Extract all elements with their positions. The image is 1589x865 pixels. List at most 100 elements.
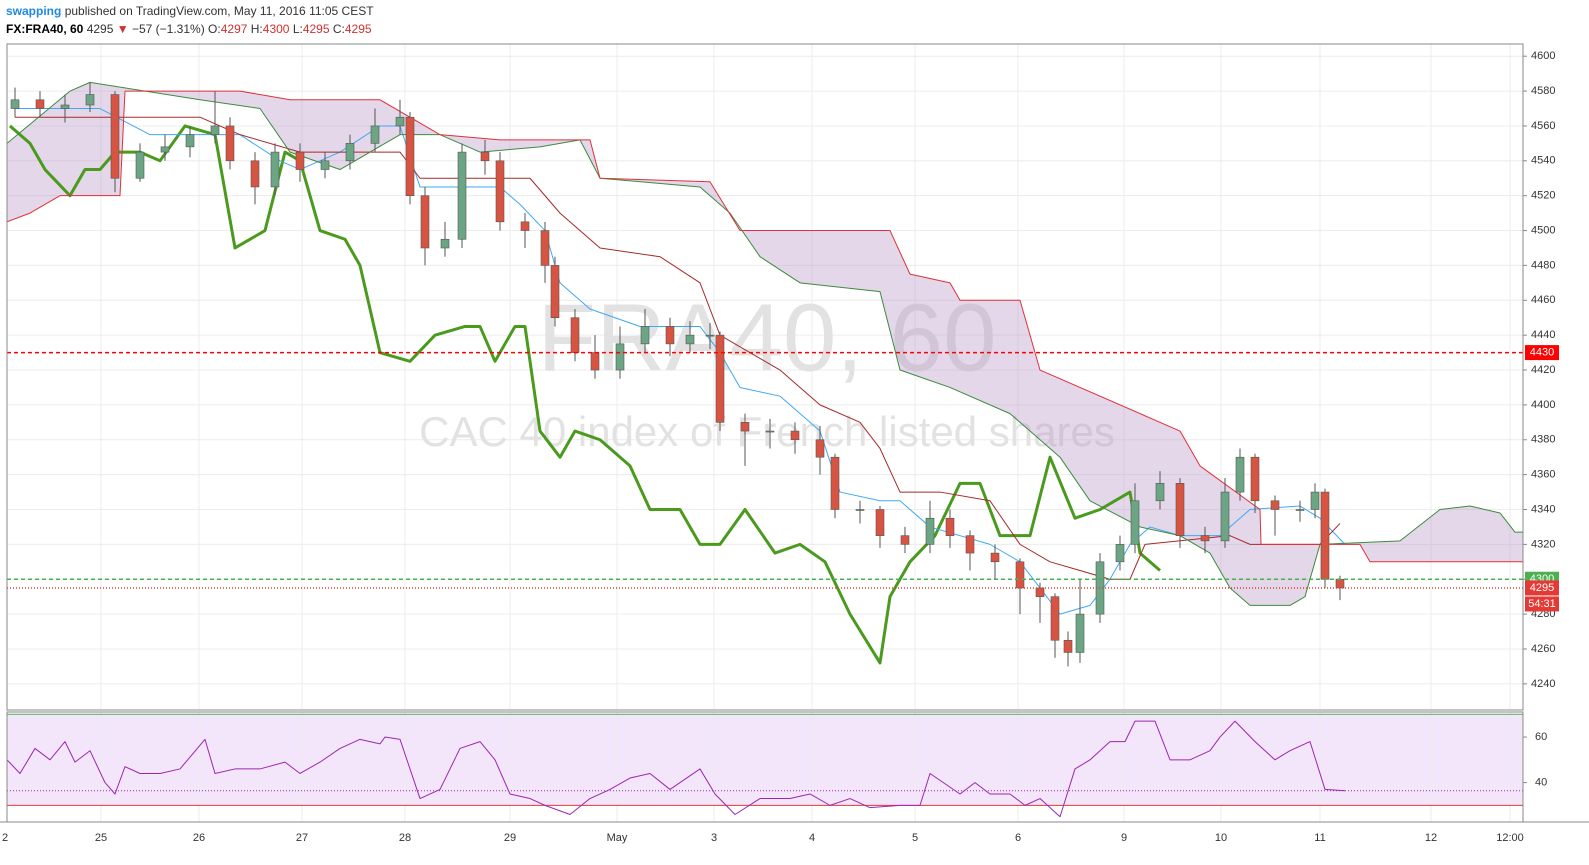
candle-body	[900, 535, 910, 545]
rsi-tick-label: 60	[1535, 731, 1547, 743]
user[interactable]: swapping	[6, 4, 62, 18]
x-tick-label: 28	[399, 832, 411, 844]
y-tick-label: 4440	[1531, 329, 1555, 341]
x-tick-label: 4	[809, 832, 815, 844]
candle-body	[185, 134, 195, 148]
low-label: L:	[292, 22, 303, 36]
candle-body	[965, 535, 975, 554]
candle-body	[590, 352, 600, 371]
x-tick-label: 29	[504, 832, 516, 844]
x-tick-label: 26	[193, 832, 205, 844]
countdown-box	[1525, 596, 1559, 612]
level-label: 4430	[1530, 346, 1554, 358]
candle-body	[540, 230, 550, 266]
candle-body	[990, 552, 1000, 563]
rsi-band-fill	[7, 714, 1523, 806]
y-tick-label: 4400	[1531, 399, 1555, 411]
candle-body	[875, 509, 885, 536]
x-tick-label: 9	[1121, 832, 1127, 844]
x-tick-label: 25	[95, 832, 107, 844]
candle-body	[85, 94, 95, 106]
candle-body	[60, 104, 70, 109]
y-tick-label: 4600	[1531, 50, 1555, 62]
y-tick-label: 4500	[1531, 224, 1555, 236]
candle-body	[440, 238, 450, 249]
candle-body	[830, 456, 840, 510]
candle-body	[1015, 561, 1025, 589]
candle-body	[1200, 535, 1210, 542]
indicator-line	[9, 124, 1161, 665]
candle-body	[1320, 491, 1330, 580]
candle-body	[395, 116, 405, 127]
candle-body	[615, 343, 625, 371]
candle-body	[665, 326, 675, 345]
candle-body	[210, 125, 220, 135]
x-tick-label: 12:00	[1496, 832, 1524, 844]
rsi-pane	[7, 712, 1523, 822]
open-label: O:	[208, 22, 221, 36]
candle-body	[270, 151, 280, 188]
x-tick-label: 5	[912, 832, 918, 844]
rsi-line	[7, 720, 1346, 818]
header: swapping published on TradingView.com, M…	[6, 2, 374, 38]
candle-body	[1175, 483, 1185, 536]
x-tick-label: 3	[711, 832, 717, 844]
candle-body	[35, 99, 45, 109]
candle-body	[640, 326, 650, 345]
y-tick-label: 4360	[1531, 469, 1555, 481]
level-box	[1525, 345, 1559, 361]
y-tick-label: 4460	[1531, 294, 1555, 306]
candle-body	[320, 160, 330, 170]
x-tick-label: 6	[1015, 832, 1021, 844]
x-tick-label: 12	[1425, 832, 1437, 844]
candle-body	[570, 317, 580, 353]
level-label: 4295	[1530, 582, 1554, 594]
candle-body	[1155, 483, 1165, 502]
candle-body	[1035, 587, 1045, 597]
candle-body	[550, 265, 560, 319]
close: 4295	[344, 22, 372, 36]
candle-body	[10, 99, 20, 109]
candle-body	[225, 125, 235, 162]
candle-body	[765, 430, 775, 433]
candle-body	[715, 334, 725, 423]
arrow: ▼	[116, 22, 129, 36]
candle-body	[1335, 578, 1345, 589]
candle-body	[1220, 491, 1230, 542]
candle-body	[1310, 491, 1320, 510]
candle-body	[135, 151, 145, 179]
candle-body	[945, 517, 955, 536]
x-tick-label: 2	[2, 832, 8, 844]
close-label: C:	[332, 22, 345, 36]
y-tick-label: 4380	[1531, 434, 1555, 446]
candle-body	[705, 334, 715, 337]
rsi-tick-label: 40	[1535, 777, 1547, 789]
pane-border	[6, 43, 1524, 711]
x-tick-label: 10	[1215, 832, 1227, 844]
candle-body	[1295, 509, 1305, 511]
y-tick-label: 4420	[1531, 364, 1555, 376]
candle-body	[405, 116, 415, 196]
candle-body	[1270, 500, 1280, 510]
y-tick-label: 4580	[1531, 85, 1555, 97]
candle-body	[790, 430, 800, 441]
y-tick-label: 4560	[1531, 120, 1555, 132]
candle-body	[457, 151, 467, 240]
publish-line: swapping published on TradingView.com, M…	[6, 2, 374, 20]
candle-body	[480, 151, 490, 162]
level-box	[1525, 580, 1559, 596]
low: 4295	[302, 22, 330, 36]
watermark: FRA40, 60	[538, 284, 997, 391]
published: published on TradingView.com, May 11, 20…	[64, 4, 374, 18]
candle-body	[1130, 500, 1140, 545]
cloud-fill	[7, 82, 1523, 606]
candle-body	[520, 221, 530, 231]
candle-body	[815, 439, 825, 458]
high: 4300	[262, 22, 290, 36]
candle-body	[370, 125, 380, 144]
candle-body	[250, 160, 260, 188]
x-tick-label: 11	[1314, 832, 1325, 844]
candle-body	[855, 509, 865, 511]
